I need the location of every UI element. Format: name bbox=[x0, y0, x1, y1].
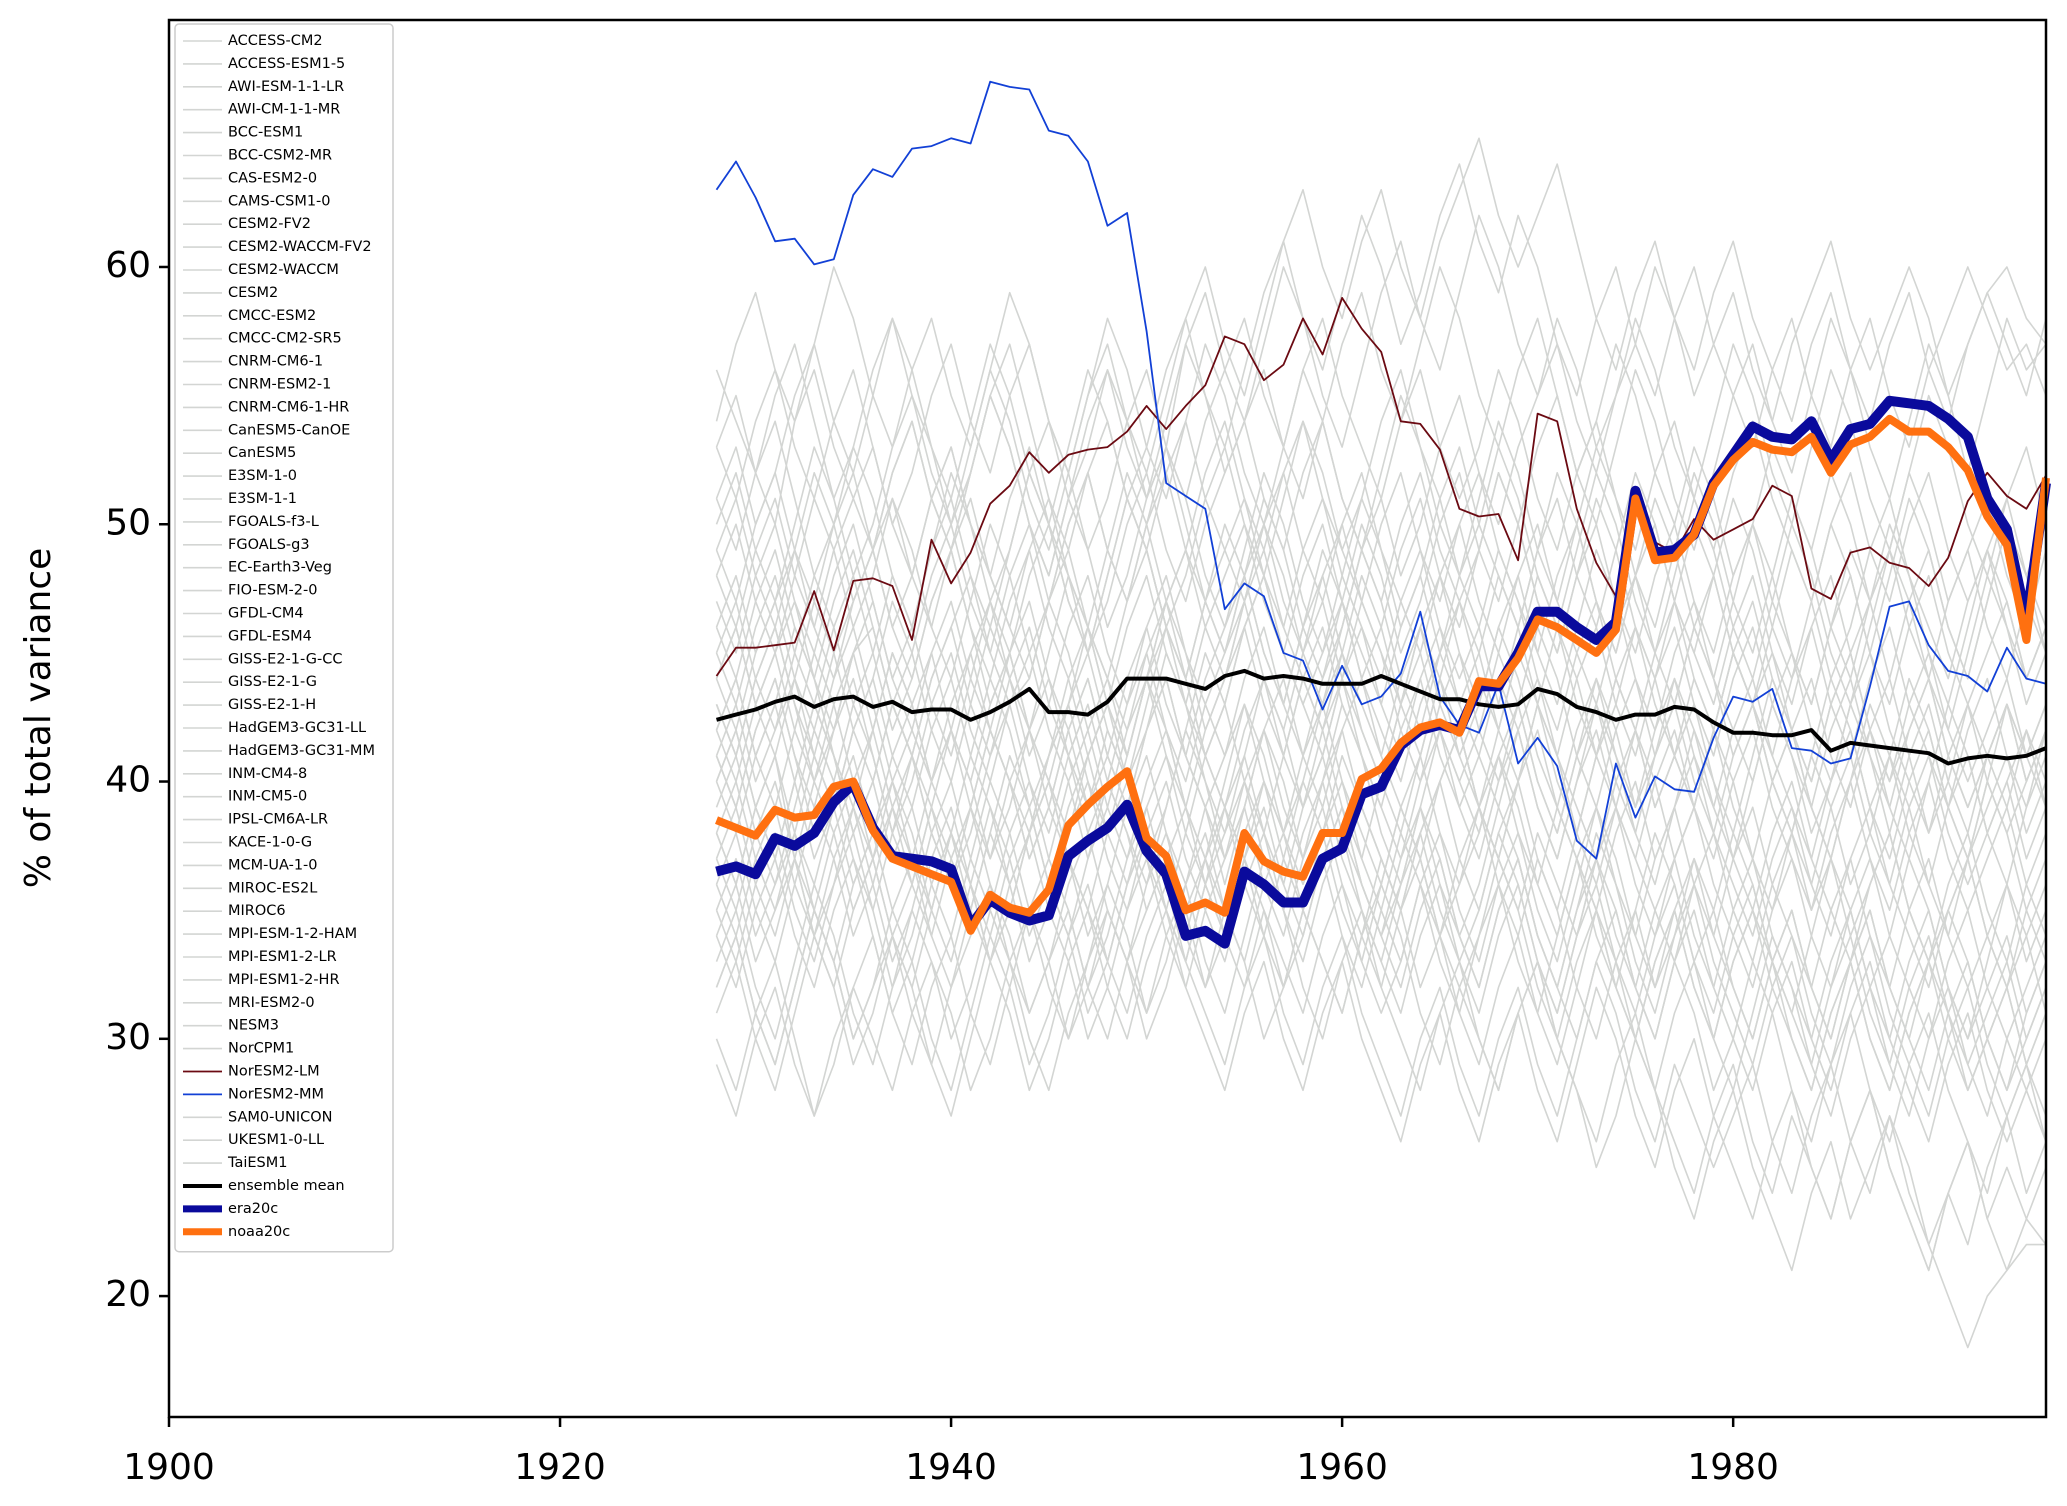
legend-label: CNRM-CM6-1 bbox=[228, 354, 323, 370]
legend-label: HadGEM3-GC31-MM bbox=[228, 743, 375, 759]
y-tick-label: 60 bbox=[105, 245, 151, 286]
legend-label: noaa20c bbox=[228, 1224, 290, 1240]
series-line bbox=[715, 574, 2047, 860]
series-line bbox=[715, 317, 2047, 809]
legend-label: CanESM5-CanOE bbox=[228, 422, 350, 438]
series-line bbox=[715, 626, 2047, 989]
series-line bbox=[715, 677, 2047, 1040]
legend-label: NESM3 bbox=[228, 1018, 279, 1034]
legend-label: MPI-ESM-1-2-HAM bbox=[228, 926, 357, 942]
legend-label: FGOALS-f3-L bbox=[228, 514, 319, 530]
series-line bbox=[715, 780, 2047, 1066]
plot-frame bbox=[167, 18, 2048, 1419]
legend-label: CESM2-WACCM-FV2 bbox=[228, 239, 372, 255]
series-line bbox=[715, 297, 2047, 677]
series-line bbox=[715, 857, 2046, 1349]
series-line bbox=[715, 137, 2047, 603]
legend-label: CAMS-CSM1-0 bbox=[228, 193, 331, 209]
legend-label: NorCPM1 bbox=[228, 1041, 294, 1057]
legend-label: MCM-UA-1-0 bbox=[228, 857, 318, 873]
legend-label: MPI-ESM1-2-LR bbox=[228, 949, 337, 965]
x-tick-label: 1940 bbox=[905, 1447, 997, 1488]
y-tick-label: 40 bbox=[105, 760, 151, 801]
y-tick-label: 20 bbox=[105, 1274, 151, 1315]
legend-label: BCC-ESM1 bbox=[228, 125, 303, 141]
legend-label: AWI-ESM-1-1-LR bbox=[228, 79, 344, 95]
legend-label: FGOALS-g3 bbox=[228, 537, 310, 553]
legend-label: CanESM5 bbox=[228, 445, 296, 461]
x-tick-label: 1960 bbox=[1296, 1447, 1388, 1488]
legend-label: CESM2 bbox=[228, 285, 278, 301]
legend-label: GFDL-CM4 bbox=[228, 606, 304, 622]
series-line bbox=[715, 668, 2047, 766]
series-line bbox=[715, 909, 2047, 1272]
legend-label: ACCESS-CM2 bbox=[228, 33, 323, 49]
legend-label: UKESM1-0-LL bbox=[228, 1132, 324, 1148]
legend-label: ACCESS-ESM1-5 bbox=[228, 56, 345, 72]
legend-label: ensemble mean bbox=[228, 1178, 345, 1194]
legend-label: era20c bbox=[228, 1201, 278, 1217]
legend-label: EC-Earth3-Veg bbox=[228, 560, 332, 576]
legend-label: CMCC-CM2-SR5 bbox=[228, 331, 342, 347]
series-line bbox=[715, 755, 2047, 1040]
series-line bbox=[715, 240, 2047, 783]
legend-label: MPI-ESM1-2-HR bbox=[228, 972, 340, 988]
legend-label: CESM2-FV2 bbox=[228, 216, 311, 232]
legend-label: FIO-ESM-2-0 bbox=[228, 583, 317, 599]
legend-box bbox=[174, 23, 394, 1253]
series-line bbox=[715, 883, 2047, 1246]
series-line bbox=[715, 266, 2047, 706]
series-line bbox=[715, 703, 2047, 989]
legend-label: CAS-ESM2-0 bbox=[228, 170, 317, 186]
series-line bbox=[715, 163, 2047, 526]
series-line bbox=[715, 420, 2047, 706]
legend-label: GISS-E2-1-G-CC bbox=[228, 651, 342, 667]
series-line bbox=[715, 414, 2050, 935]
series-line bbox=[715, 80, 2047, 860]
legend-label: BCC-CSM2-MR bbox=[228, 148, 332, 164]
legend-label: MIROC6 bbox=[228, 903, 286, 919]
x-tick-label: 1920 bbox=[514, 1447, 606, 1488]
y-axis-label: % of total variance bbox=[18, 548, 59, 889]
legend-label: CMCC-ESM2 bbox=[228, 308, 316, 324]
legend-label: GFDL-ESM4 bbox=[228, 628, 312, 644]
legend-label: CNRM-CM6-1-HR bbox=[228, 399, 349, 415]
y-tick-label: 30 bbox=[105, 1017, 151, 1058]
legend-label: GISS-E2-1-G bbox=[228, 674, 317, 690]
series-line bbox=[715, 395, 2051, 949]
legend-label: GISS-E2-1-H bbox=[228, 697, 316, 713]
legend-label: HadGEM3-GC31-LL bbox=[228, 720, 366, 736]
legend-label: CNRM-ESM2-1 bbox=[228, 377, 331, 393]
legend-label: IPSL-CM6A-LR bbox=[228, 812, 328, 828]
legend: ACCESS-CM2 ACCESS-ESM1-5 AWI-ESM-1-1-LR AWI… bbox=[174, 23, 394, 1253]
x-tick-label: 1980 bbox=[1687, 1447, 1779, 1488]
series-line bbox=[715, 857, 2047, 1142]
series-line bbox=[715, 317, 2047, 680]
legend-label: KACE-1-0-G bbox=[228, 835, 312, 851]
x-tick-label: 1900 bbox=[123, 1447, 215, 1488]
legend-label: INM-CM5-0 bbox=[228, 789, 307, 805]
series-line bbox=[715, 472, 2047, 834]
legend-label: INM-CM4-8 bbox=[228, 766, 307, 782]
legend-label: CESM2-WACCM bbox=[228, 262, 339, 278]
legend-label: MRI-ESM2-0 bbox=[228, 995, 315, 1011]
series-line bbox=[715, 523, 2047, 809]
series-line bbox=[715, 729, 2047, 1092]
legend-label: E3SM-1-0 bbox=[228, 468, 297, 484]
series-line bbox=[715, 497, 2047, 783]
legend-label: SAM0-UNICON bbox=[228, 1109, 332, 1125]
legend-label: MIROC-ES2L bbox=[228, 880, 317, 896]
legend-label: NorESM2-MM bbox=[228, 1086, 324, 1102]
y-tick-label: 50 bbox=[105, 502, 151, 543]
legend-label: AWI-CM-1-1-MR bbox=[228, 102, 340, 118]
legend-label: E3SM-1-1 bbox=[228, 491, 297, 507]
legend-label: NorESM2-LM bbox=[228, 1064, 320, 1080]
series-line bbox=[715, 214, 2047, 628]
legend-label: TaiESM1 bbox=[227, 1155, 287, 1171]
